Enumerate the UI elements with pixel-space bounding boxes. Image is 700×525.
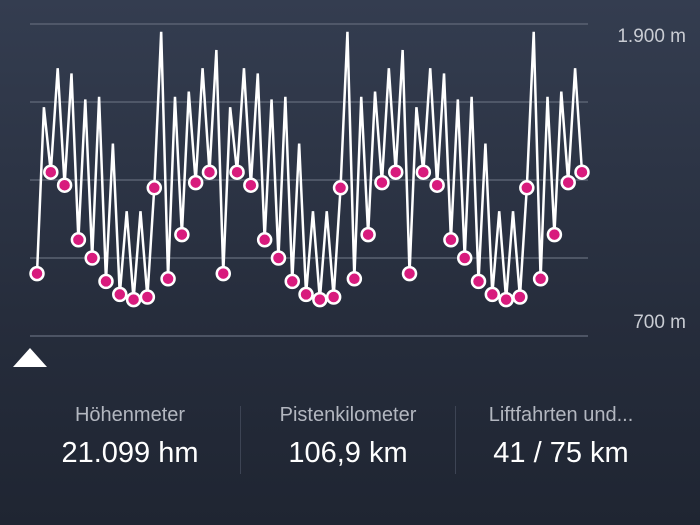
- lift-marker[interactable]: [346, 271, 363, 287]
- lift-marker[interactable]: [174, 226, 190, 243]
- lift-marker[interactable]: [56, 177, 73, 193]
- lift-marker[interactable]: [84, 250, 100, 266]
- lift-marker[interactable]: [470, 273, 487, 290]
- lift-marker[interactable]: [498, 291, 514, 308]
- elevation-chart: [29, 23, 590, 337]
- stat-slope-km[interactable]: Pistenkilometer 106,9 km: [241, 400, 455, 470]
- y-axis-label-max: 1.900 m: [617, 26, 686, 47]
- lift-marker[interactable]: [325, 289, 342, 305]
- lift-marker[interactable]: [429, 177, 445, 193]
- lift-marker[interactable]: [215, 265, 232, 282]
- lift-marker[interactable]: [70, 232, 87, 248]
- lift-marker[interactable]: [374, 174, 390, 191]
- stat-value: 106,9 km: [288, 437, 408, 469]
- lift-marker[interactable]: [401, 265, 418, 282]
- lift-marker[interactable]: [484, 286, 501, 303]
- divider: [240, 406, 241, 474]
- lift-marker[interactable]: [146, 180, 163, 196]
- lift-marker[interactable]: [512, 289, 528, 305]
- lift-marker[interactable]: [112, 286, 128, 303]
- lift-marker[interactable]: [139, 289, 156, 305]
- lift-marker[interactable]: [187, 174, 204, 191]
- lift-marker[interactable]: [125, 291, 142, 308]
- lift-marker[interactable]: [415, 164, 432, 180]
- lift-marker[interactable]: [270, 250, 287, 266]
- stat-label: Pistenkilometer: [279, 404, 417, 426]
- stat-label: Höhenmeter: [74, 404, 186, 426]
- lift-marker[interactable]: [360, 226, 376, 243]
- lift-marker[interactable]: [298, 286, 314, 303]
- lift-marker[interactable]: [546, 226, 563, 243]
- lift-marker[interactable]: [456, 250, 473, 266]
- lift-marker[interactable]: [284, 273, 301, 290]
- lift-marker[interactable]: [98, 273, 114, 290]
- stat-lift-rides[interactable]: Liftfahrten und... 41 / 75 km: [456, 400, 666, 470]
- lift-marker[interactable]: [532, 271, 549, 287]
- lift-marker[interactable]: [519, 180, 535, 196]
- scrubber-triangle-icon[interactable]: [13, 348, 47, 367]
- stat-value: 41 / 75 km: [493, 437, 629, 469]
- stat-value: 21.099 hm: [61, 437, 199, 469]
- stat-elevation[interactable]: Höhenmeter 21.099 hm: [20, 400, 240, 470]
- stats-bar: Höhenmeter 21.099 hm Pistenkilometer 106…: [0, 400, 700, 480]
- lift-marker[interactable]: [332, 180, 349, 196]
- lift-marker[interactable]: [312, 291, 328, 308]
- stat-label: Liftfahrten und...: [488, 404, 634, 426]
- y-axis-label-min: 700 m: [633, 312, 686, 333]
- lift-marker[interactable]: [160, 271, 176, 287]
- lift-marker[interactable]: [574, 164, 590, 180]
- lift-marker[interactable]: [387, 164, 404, 180]
- elevation-line: [35, 31, 584, 300]
- lift-marker[interactable]: [560, 174, 576, 191]
- divider: [455, 406, 456, 474]
- lift-marker[interactable]: [43, 164, 59, 180]
- lift-marker[interactable]: [29, 265, 45, 282]
- lift-marker[interactable]: [443, 232, 459, 248]
- lift-marker[interactable]: [201, 164, 218, 180]
- lift-marker[interactable]: [256, 232, 273, 248]
- lift-marker[interactable]: [229, 164, 245, 180]
- lift-marker[interactable]: [243, 177, 259, 193]
